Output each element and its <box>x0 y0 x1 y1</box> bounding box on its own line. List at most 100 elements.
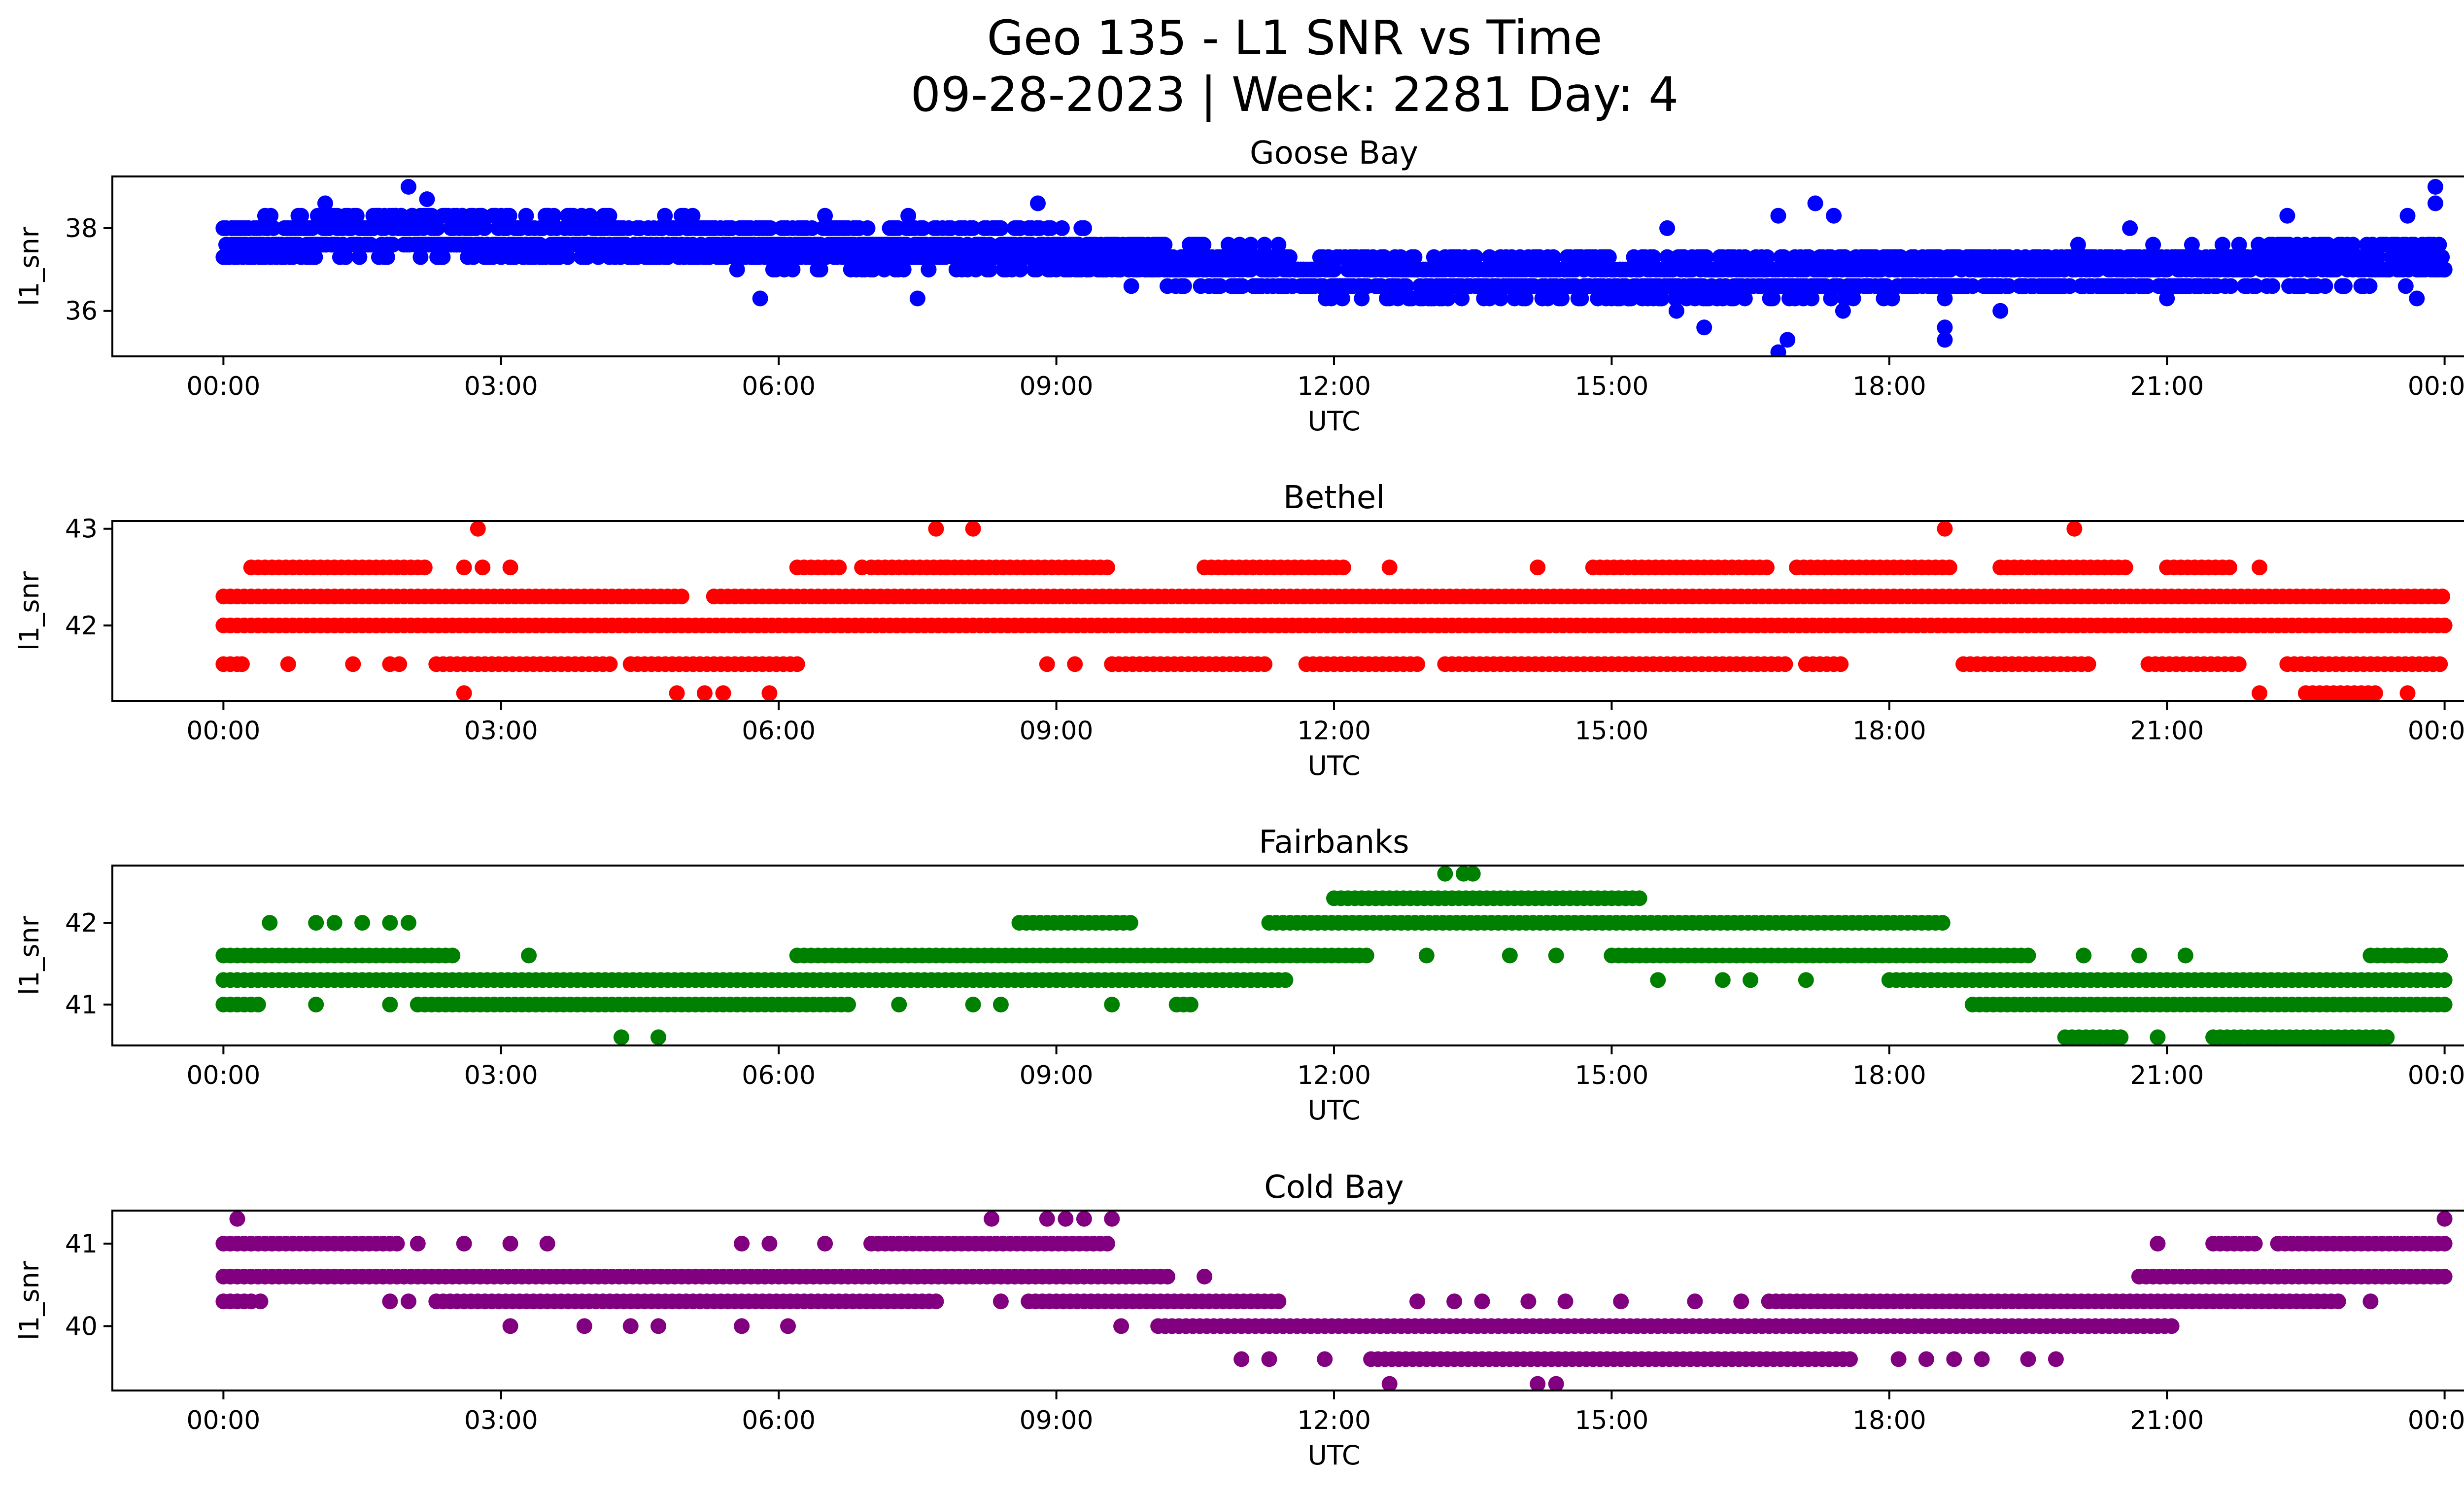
data-point <box>657 208 673 224</box>
data-point <box>1798 972 1814 988</box>
data-point <box>1696 319 1712 336</box>
subplot-title: Bethel <box>1283 480 1385 516</box>
data-point <box>1937 319 1953 336</box>
data-point <box>900 208 917 224</box>
data-point <box>1398 278 1414 294</box>
data-point <box>234 656 250 672</box>
y-tick-label: 42 <box>65 908 98 938</box>
data-point <box>968 261 984 278</box>
data-point <box>2252 685 2267 701</box>
data-point <box>696 685 713 701</box>
data-point <box>2434 589 2450 605</box>
data-point <box>2320 237 2336 253</box>
y-tick-label: 38 <box>65 214 98 243</box>
data-point <box>669 685 685 701</box>
data-point <box>1801 249 1817 265</box>
data-point <box>416 559 433 576</box>
data-point <box>2399 947 2416 964</box>
data-point <box>909 290 925 307</box>
data-point <box>389 1236 405 1252</box>
data-point <box>2214 237 2230 253</box>
data-point <box>1358 947 1374 964</box>
data-point <box>1823 290 1839 307</box>
data-point <box>2150 1029 2166 1045</box>
data-point <box>2431 237 2447 253</box>
x-tick-label: 09:00 <box>1020 372 1094 401</box>
data-point <box>2089 261 2106 278</box>
data-point <box>1270 1293 1287 1310</box>
data-point <box>613 1029 629 1045</box>
x-tick-label: 00:00 <box>186 716 260 746</box>
data-point <box>391 656 408 672</box>
data-point <box>1440 290 1456 307</box>
data-point <box>2367 685 2383 701</box>
data-point <box>1099 559 1115 576</box>
data-point <box>2020 947 2036 964</box>
data-point <box>2436 261 2453 278</box>
y-tick-label: 41 <box>65 990 98 1020</box>
data-point <box>992 220 1009 236</box>
data-point <box>1196 237 1212 253</box>
data-point <box>2252 559 2267 576</box>
data-point <box>1698 249 1714 265</box>
data-point <box>2145 237 2161 253</box>
data-point <box>1406 249 1423 265</box>
data-point <box>2140 656 2156 672</box>
data-point <box>456 559 472 576</box>
data-point <box>1104 997 1120 1012</box>
data-point <box>891 997 907 1012</box>
data-point <box>1653 290 1670 307</box>
data-point <box>2409 290 2425 307</box>
data-point <box>1548 947 1564 964</box>
subplot-title: Goose Bay <box>1250 135 1418 172</box>
data-point <box>895 261 912 278</box>
data-point <box>518 208 534 224</box>
data-point <box>2436 1236 2453 1252</box>
x-tick-label: 00:00 <box>186 1061 260 1090</box>
data-point <box>317 195 333 211</box>
data-point <box>1122 915 1138 931</box>
data-point <box>1777 656 1793 672</box>
data-point <box>992 997 1009 1012</box>
data-point <box>854 559 870 576</box>
data-point <box>1039 656 1055 672</box>
data-point <box>1726 290 1742 307</box>
data-point <box>579 249 595 265</box>
data-point <box>429 220 445 236</box>
data-point <box>2399 208 2416 224</box>
data-point <box>1243 261 1259 278</box>
data-point <box>2316 589 2332 605</box>
data-point <box>2432 947 2448 964</box>
data-point <box>602 656 618 672</box>
x-tick-label: 06:00 <box>742 1061 816 1090</box>
data-point <box>876 261 892 278</box>
data-point <box>1220 237 1236 253</box>
data-point <box>2001 278 2017 294</box>
data-point <box>1737 249 1753 265</box>
x-tick-label: 03:00 <box>464 372 538 401</box>
data-point <box>1659 220 1676 236</box>
data-point <box>2379 1029 2395 1045</box>
data-point <box>474 208 490 224</box>
data-point <box>582 208 598 224</box>
data-point <box>2432 656 2448 672</box>
data-point <box>1623 290 1639 307</box>
x-tick-label: 06:00 <box>742 372 816 401</box>
figure-title-line1: Geo 135 - L1 SNR vs Time <box>987 10 1603 66</box>
data-point <box>1212 278 1228 294</box>
scatter-series <box>215 521 2453 701</box>
data-point <box>293 208 309 224</box>
data-point <box>965 220 981 236</box>
data-point <box>2399 685 2416 701</box>
data-point <box>1493 290 1508 307</box>
data-point <box>1631 890 1647 906</box>
data-point <box>729 261 745 278</box>
data-point <box>840 249 856 265</box>
data-point <box>2436 617 2453 633</box>
data-point <box>1573 290 1589 307</box>
data-point <box>501 208 517 224</box>
subplot-title: Cold Bay <box>1264 1169 1404 1206</box>
